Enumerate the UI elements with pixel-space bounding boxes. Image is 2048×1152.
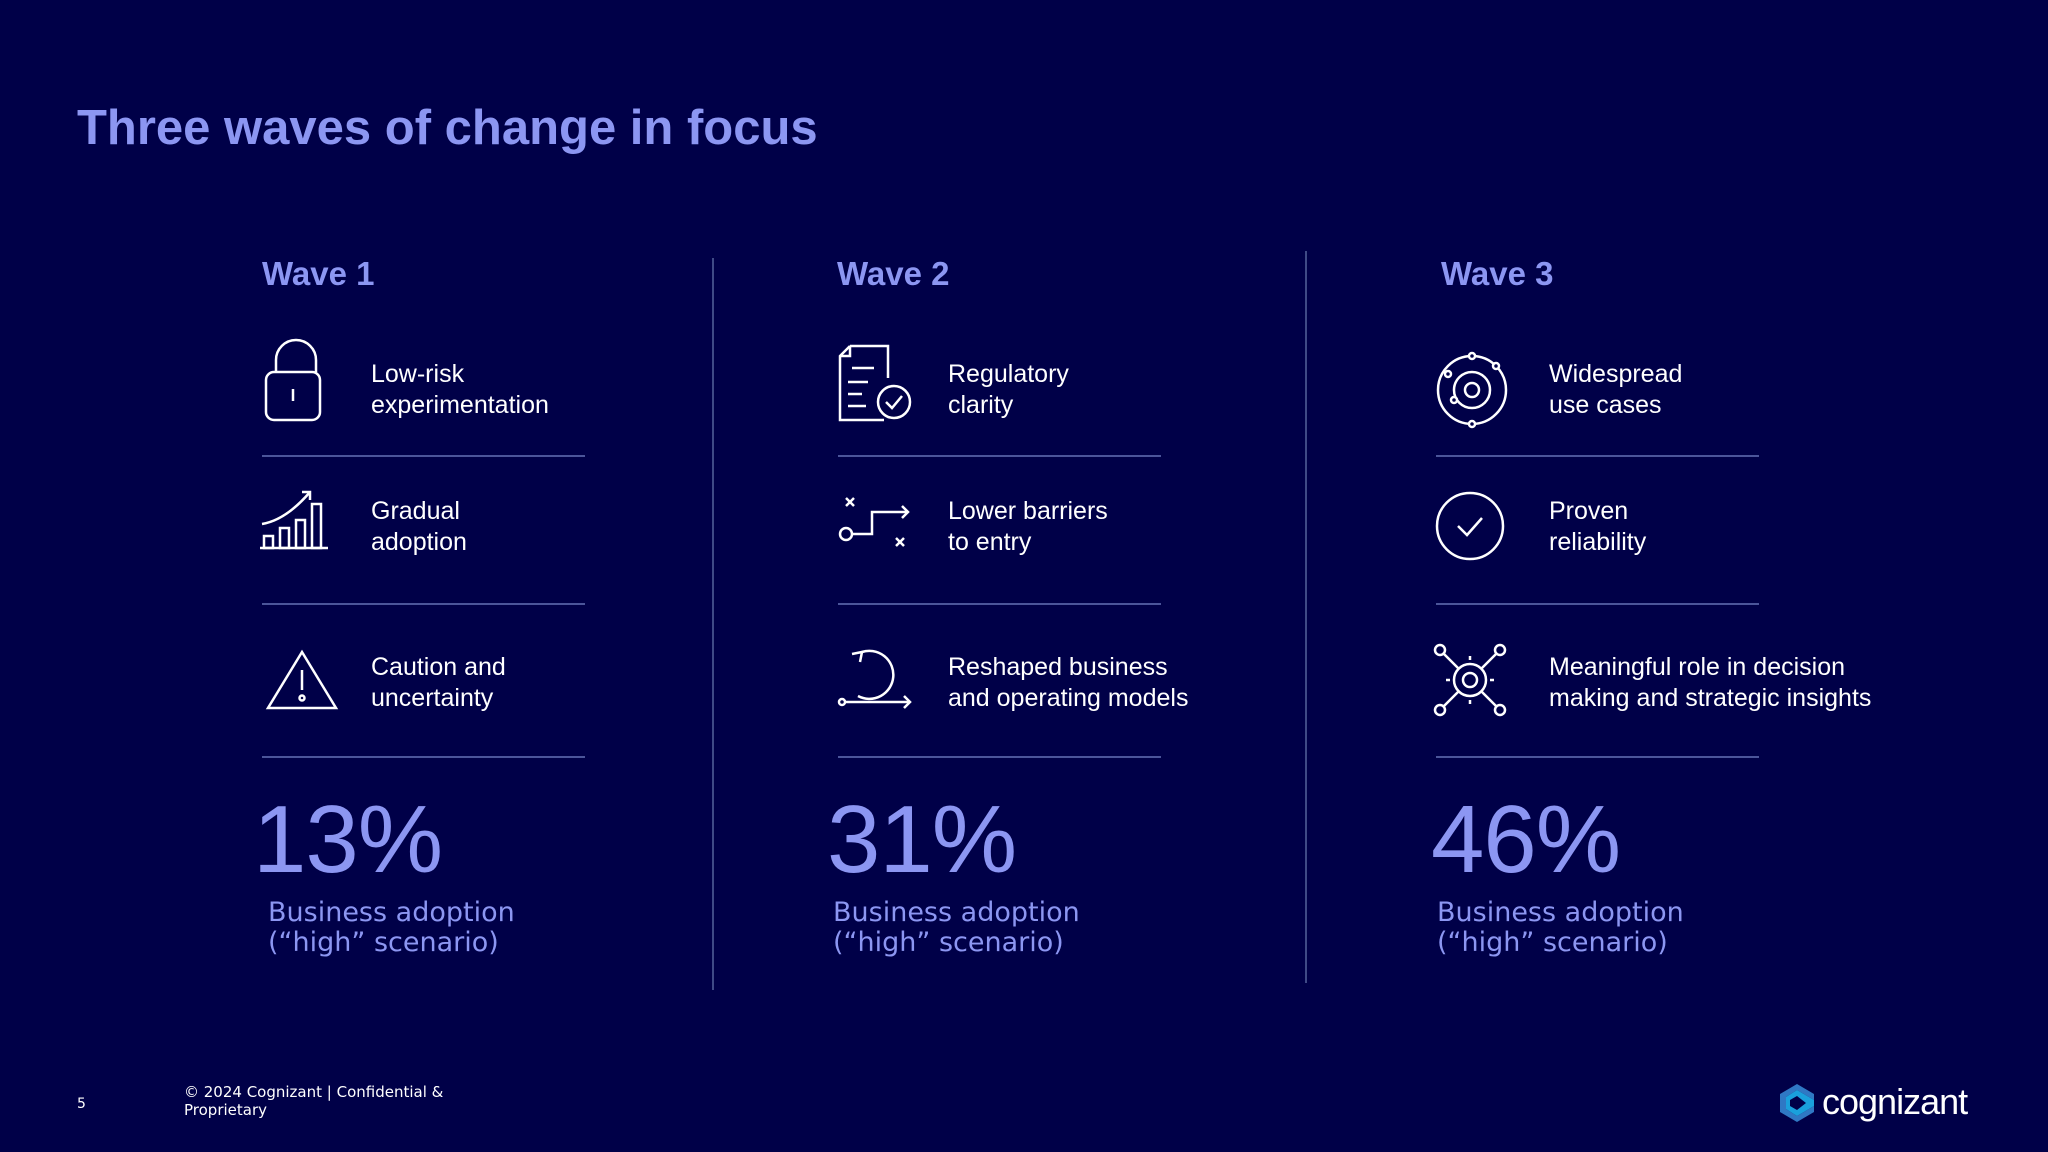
item-text: Proven reliability (1549, 497, 1647, 556)
item-text: Meaningful role in decision making and s… (1549, 653, 1872, 712)
item-separator (1436, 756, 1759, 758)
column-divider (1305, 251, 1307, 983)
cognizant-logo-mark-icon (1776, 1082, 1818, 1124)
item-separator (838, 603, 1161, 605)
item-text: Widespread use cases (1549, 360, 1683, 419)
item-text: Low-risk experimentation (371, 360, 549, 419)
logo-wordmark: cognizant (1822, 1081, 1968, 1122)
path-route-icon (836, 484, 912, 570)
item-separator (1436, 455, 1759, 457)
adoption-percentage: 13% (253, 786, 443, 893)
item-text: Caution and uncertainty (371, 653, 506, 712)
item-text: Regulatory clarity (948, 360, 1069, 419)
orbit-target-icon (1434, 344, 1510, 430)
item-separator (1436, 603, 1759, 605)
page-number: 5 (77, 1096, 86, 1112)
slide-title: Three waves of change in focus (77, 101, 818, 155)
check-circle-icon (1434, 484, 1510, 570)
copyright-notice: © 2024 Cognizant | Confidential & Propri… (184, 1083, 444, 1119)
adoption-description: Business adoption (“high” scenario) (833, 897, 1080, 958)
cycle-arrow-icon (836, 640, 912, 726)
adoption-percentage: 46% (1431, 786, 1621, 893)
growth-chart-icon (258, 484, 334, 570)
item-separator (838, 455, 1161, 457)
item-text: Gradual adoption (371, 497, 467, 556)
column-divider (712, 258, 714, 990)
wave-label: Wave 3 (1441, 255, 1554, 292)
item-text: Reshaped business and operating models (948, 653, 1189, 712)
wave-label: Wave 1 (262, 255, 375, 292)
item-separator (838, 756, 1161, 758)
item-separator (262, 455, 585, 457)
adoption-percentage: 31% (827, 786, 1017, 893)
warning-triangle-icon (262, 640, 339, 726)
document-check-icon (836, 338, 912, 424)
item-separator (262, 603, 585, 605)
network-gear-icon (1432, 636, 1508, 722)
adoption-description: Business adoption (“high” scenario) (1437, 897, 1684, 958)
padlock-icon (258, 338, 334, 424)
item-separator (262, 756, 585, 758)
wave-label: Wave 2 (837, 255, 950, 292)
adoption-description: Business adoption (“high” scenario) (268, 897, 515, 958)
item-text: Lower barriers to entry (948, 497, 1108, 556)
